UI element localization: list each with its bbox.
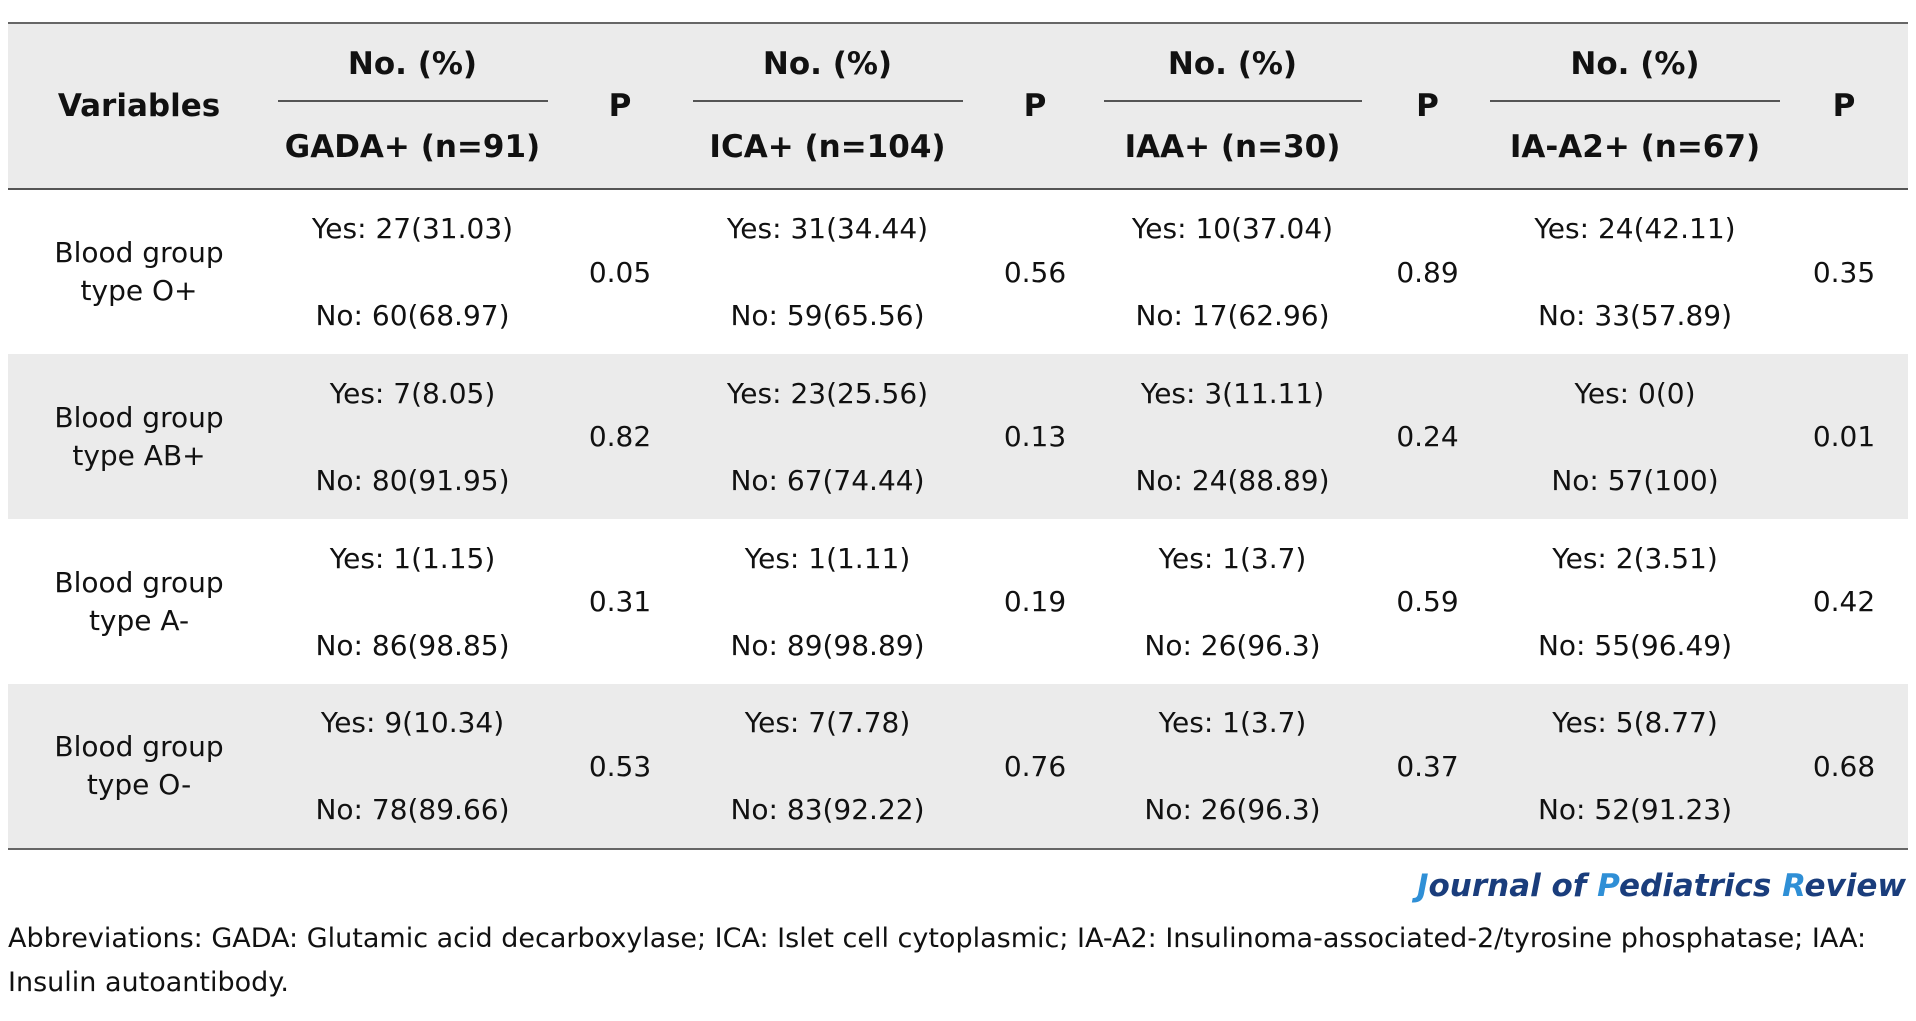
table-row: Blood group type A- Yes: 1(1.15) No: 86(9…	[8, 519, 1908, 684]
header-group-ica: ICA+ (n=104)	[685, 106, 970, 189]
header-group-gada: GADA+ (n=91)	[270, 106, 555, 189]
table-container: Variables No. (%) P No. (%) P No. (%) P …	[8, 22, 1908, 850]
group-count-cell: Yes: 3(11.11) No: 24(88.89)	[1100, 354, 1365, 519]
p-value-cell: 0.42	[1812, 585, 1876, 618]
table-row: Blood group type O+ Yes: 27(31.03) No: 60…	[8, 189, 1908, 354]
header-no-pct: No. (%)	[1490, 23, 1780, 106]
header-no-pct: No. (%)	[270, 23, 555, 106]
p-value-cell: 0.68	[1780, 684, 1908, 849]
p-value-cell: 0.82	[555, 354, 685, 519]
table-row: Blood group type O- Yes: 9(10.34) No: 78(…	[8, 684, 1908, 849]
p-value-cell: 0.89	[1396, 255, 1459, 289]
group-count-cell: Yes: 5(8.77) No: 52(91.23)	[1490, 684, 1780, 849]
table-row: Blood group type AB+ Yes: 7(8.05) No: 80(…	[8, 354, 1908, 519]
header-p: P	[1780, 23, 1908, 189]
p-value-cell: 0.13	[970, 354, 1100, 519]
p-value-cell: 0.37	[1365, 684, 1490, 849]
header-p: P	[1365, 23, 1490, 189]
header-p: P	[970, 23, 1100, 189]
group-count-cell: Yes: 1(1.15) No: 86(98.85)	[315, 541, 510, 662]
group-count-cell: Yes: 7(8.05) No: 80(91.95)	[270, 354, 555, 519]
p-value-cell: 0.01	[1780, 354, 1908, 519]
p-value-cell: 0.19	[1003, 585, 1067, 618]
p-value-cell: 0.59	[1396, 585, 1459, 618]
results-table: Variables No. (%) P No. (%) P No. (%) P …	[8, 22, 1908, 850]
table-header: Variables No. (%) P No. (%) P No. (%) P …	[8, 23, 1908, 189]
variable-cell: Blood group type AB+	[8, 354, 270, 519]
group-count-cell: Yes: 9(10.34) No: 78(89.66)	[270, 684, 555, 849]
p-value-cell: 0.76	[970, 684, 1100, 849]
variable-cell: Blood group type A-	[54, 565, 224, 637]
group-count-cell: Yes: 2(3.51) No: 55(96.49)	[1537, 541, 1733, 662]
group-count-cell: Yes: 23(25.56) No: 67(74.44)	[685, 354, 970, 519]
p-value-cell: 0.35	[1812, 255, 1876, 289]
journal-name: Journal of Pediatrics Review	[1416, 868, 1906, 904]
header-variables: Variables	[8, 23, 270, 189]
header-group-iaa: IAA+ (n=30)	[1100, 106, 1365, 189]
variable-cell: Blood group type O+	[54, 236, 224, 307]
p-value-cell: 0.53	[555, 684, 685, 849]
header-no-pct: No. (%)	[685, 23, 970, 106]
p-value-cell: 0.24	[1365, 354, 1490, 519]
p-value-cell: 0.05	[588, 255, 652, 289]
group-count-cell: Yes: 31(34.44) No: 59(65.56)	[726, 212, 929, 332]
group-count-cell: Yes: 10(37.04) No: 17(62.96)	[1131, 212, 1334, 332]
p-value-cell: 0.56	[1003, 255, 1067, 289]
variable-cell: Blood group type O-	[8, 684, 270, 849]
group-count-cell: Yes: 1(1.11) No: 89(98.89)	[730, 541, 925, 662]
group-count-cell: Yes: 7(7.78) No: 83(92.22)	[685, 684, 970, 849]
group-count-cell: Yes: 1(3.7) No: 26(96.3)	[1144, 541, 1321, 662]
group-count-cell: Yes: 27(31.03) No: 60(68.97)	[311, 212, 514, 332]
table-body: Blood group type O+ Yes: 27(31.03) No: 60…	[8, 189, 1908, 849]
header-no-pct: No. (%)	[1100, 23, 1365, 106]
p-value-cell: 0.31	[588, 585, 652, 618]
group-count-cell: Yes: 24(42.11) No: 33(57.89)	[1534, 212, 1736, 332]
header-p: P	[555, 23, 685, 189]
group-count-cell: Yes: 0(0) No: 57(100)	[1490, 354, 1780, 519]
abbreviations-footnote: Abbreviations: GADA: Glutamic acid decar…	[8, 923, 1867, 998]
header-group-ia-a2: IA-A2+ (n=67)	[1490, 106, 1780, 189]
group-count-cell: Yes: 1(3.7) No: 26(96.3)	[1100, 684, 1365, 849]
